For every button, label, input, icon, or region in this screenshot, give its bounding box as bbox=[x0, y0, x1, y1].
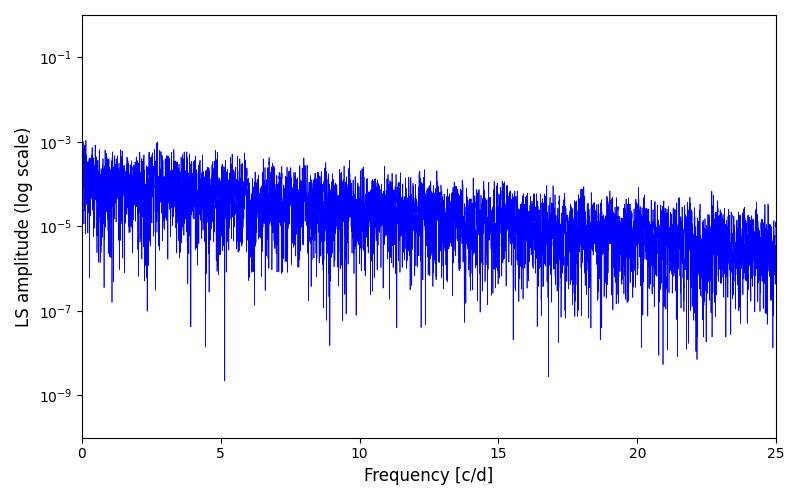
Y-axis label: LS amplitude (log scale): LS amplitude (log scale) bbox=[15, 126, 33, 326]
X-axis label: Frequency [c/d]: Frequency [c/d] bbox=[364, 467, 494, 485]
